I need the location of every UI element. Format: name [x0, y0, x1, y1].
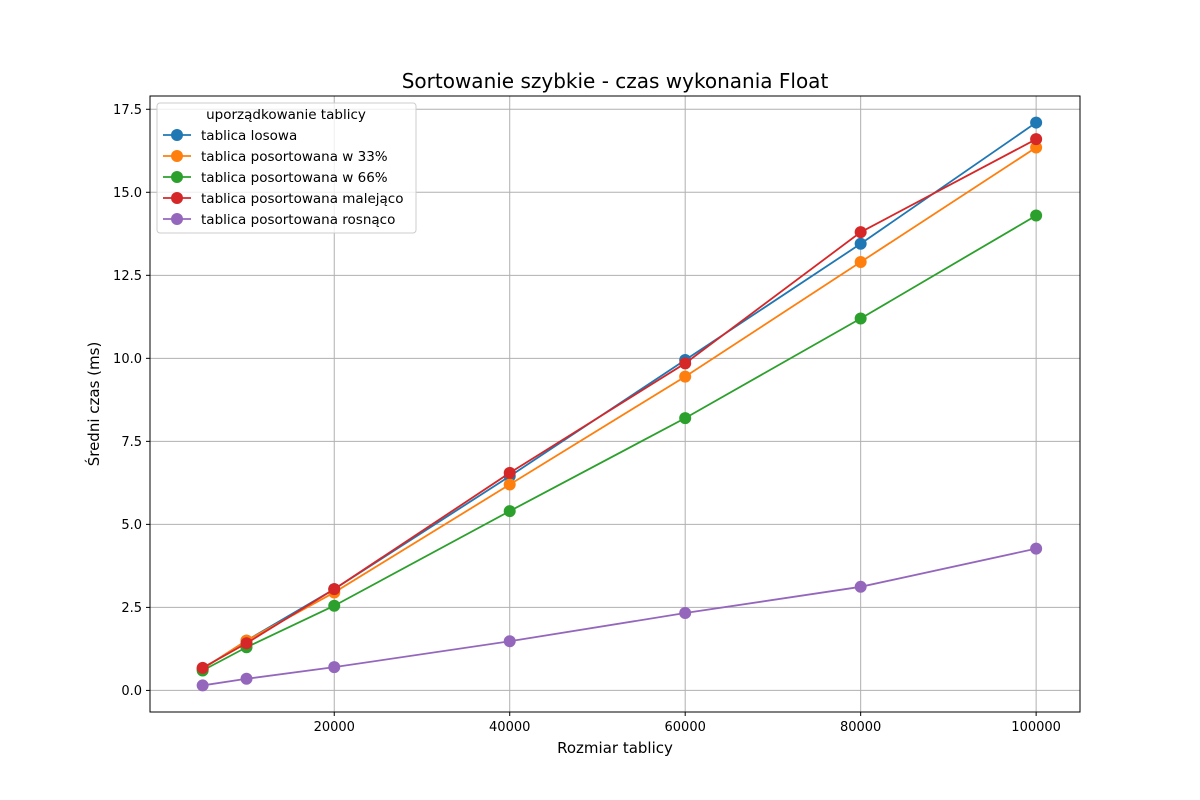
legend-label: tablica posortowana malejąco [201, 191, 403, 207]
data-point [503, 635, 516, 648]
y-tick-label: 0.0 [121, 684, 142, 699]
legend-marker [171, 192, 183, 204]
legend-label: tablica posortowana w 33% [201, 149, 388, 165]
x-axis-label: Rozmiar tablicy [557, 739, 673, 757]
legend-marker [171, 129, 183, 141]
data-point [854, 226, 867, 239]
chart-title: Sortowanie szybkie - czas wykonania Floa… [402, 69, 829, 93]
data-point [240, 637, 253, 650]
legend: uporządkowanie tablicy tablica losowatab… [156, 102, 417, 234]
data-point [196, 679, 209, 692]
legend-label: tablica losowa [201, 128, 297, 144]
data-point [503, 478, 516, 491]
legend-marker [171, 150, 183, 162]
data-point [854, 312, 867, 325]
x-tick-label: 60000 [665, 720, 706, 735]
data-point [1030, 133, 1043, 146]
legend-item: tablica losowa [163, 128, 297, 144]
data-point [1030, 542, 1043, 555]
data-point [503, 505, 516, 518]
legend-box [156, 102, 417, 234]
y-axis: 0.0 2.5 5.0 7.5 10.0 12.5 15.0 17.5 [113, 103, 150, 699]
y-tick-label: 17.5 [113, 103, 142, 118]
legend-item: tablica posortowana rosnąco [163, 212, 395, 228]
x-tick-label: 100000 [1011, 720, 1061, 735]
plot-area-frame [149, 95, 1081, 713]
legend-title: uporządkowanie tablicy [206, 107, 366, 123]
data-point [679, 357, 692, 370]
legend-marker [171, 213, 183, 225]
data-point [679, 370, 692, 383]
y-tick-label: 15.0 [113, 186, 142, 201]
data-point [854, 237, 867, 250]
x-tick-label: 20000 [314, 720, 355, 735]
y-tick-label: 12.5 [113, 269, 142, 284]
legend-items: tablica losowa tablica posortowana w 33% t… [163, 128, 403, 228]
data-point [854, 580, 867, 593]
data-point [328, 661, 341, 674]
legend-item: tablica posortowana malejąco [163, 191, 403, 207]
data-point [328, 599, 341, 612]
series-layer [196, 116, 1043, 692]
legend-label: tablica posortowana w 66% [201, 170, 388, 186]
x-tick-label: 80000 [840, 720, 881, 735]
x-tick-label: 40000 [489, 720, 530, 735]
data-point [679, 412, 692, 425]
data-point [240, 672, 253, 685]
y-tick-label: 7.5 [121, 435, 142, 450]
data-point [1030, 116, 1043, 129]
y-tick-label: 2.5 [121, 601, 142, 616]
data-point [503, 466, 516, 479]
legend-label: tablica posortowana rosnąco [201, 212, 395, 228]
legend-marker [171, 171, 183, 183]
data-point [1030, 209, 1043, 222]
data-point [679, 607, 692, 620]
y-tick-label: 10.0 [113, 352, 142, 367]
data-point [854, 256, 867, 269]
legend-item: tablica posortowana w 66% [163, 170, 388, 186]
legend-item: tablica posortowana w 33% [163, 149, 388, 165]
y-tick-label: 5.0 [121, 518, 142, 533]
series-5 [196, 542, 1043, 692]
data-point [328, 583, 341, 596]
x-axis: 20000 40000 60000 80000 100000 [314, 712, 1061, 735]
y-axis-label: Średni czas (ms) [84, 342, 103, 467]
grid-lines [150, 96, 1080, 712]
data-point [196, 661, 209, 674]
series-4 [196, 133, 1043, 674]
data-point [1030, 141, 1043, 154]
